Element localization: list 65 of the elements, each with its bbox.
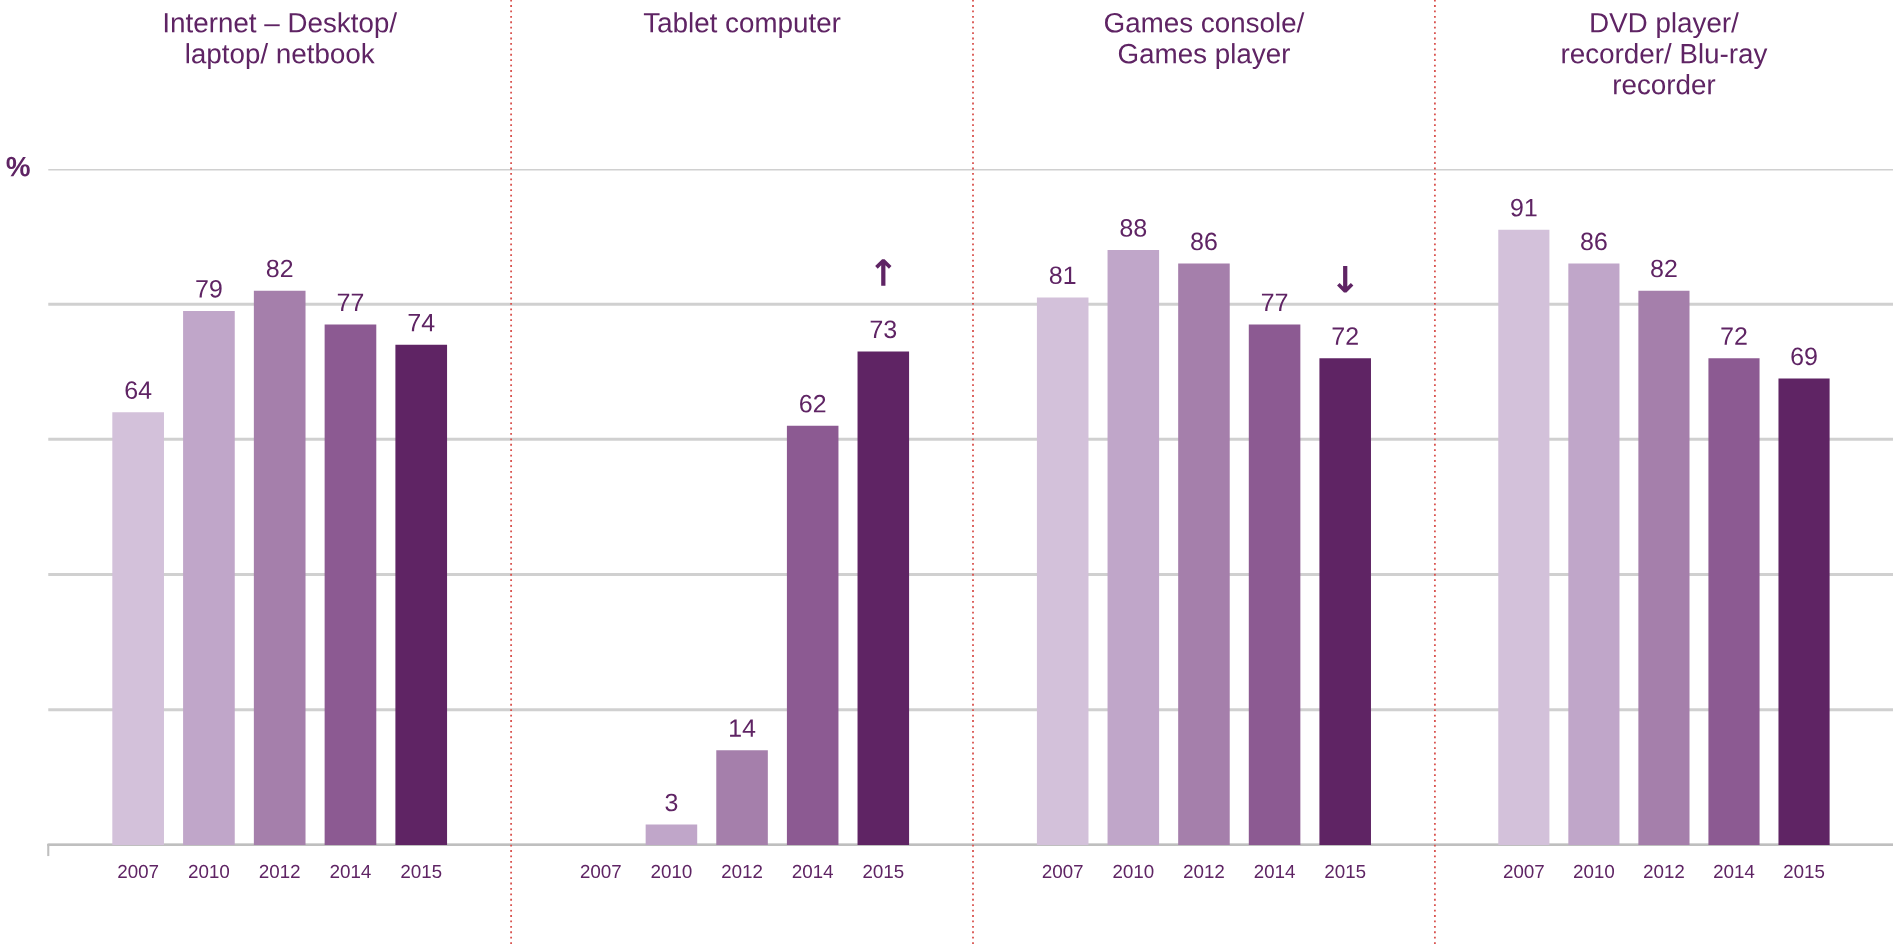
bar xyxy=(1498,229,1550,845)
data-label: 72 xyxy=(1332,327,1358,345)
x-tick-label: 2014 xyxy=(1254,864,1295,879)
data-label: 86 xyxy=(1191,232,1217,251)
x-tick-label: 2012 xyxy=(1184,864,1224,879)
bar xyxy=(112,412,164,845)
x-tick-label: 2015 xyxy=(863,864,904,879)
data-label: 62 xyxy=(800,394,826,413)
bar xyxy=(1107,250,1160,845)
x-tick-label: 2015 xyxy=(1784,864,1825,879)
data-label: 73 xyxy=(870,320,897,339)
x-tick-label: 2007 xyxy=(118,864,159,879)
data-label: 74 xyxy=(408,313,435,332)
bar xyxy=(253,290,306,845)
bar xyxy=(1568,263,1620,845)
bar xyxy=(1178,263,1230,845)
x-tick-label: 2010 xyxy=(651,864,692,879)
data-label: 3 xyxy=(665,793,678,812)
bar xyxy=(395,344,448,845)
x-tick-label: 2014 xyxy=(330,864,371,879)
annotation: ↑ xyxy=(875,259,892,286)
bar xyxy=(324,324,377,845)
data-label: 82 xyxy=(266,259,293,278)
x-tick-label: 2007 xyxy=(580,864,621,879)
bar xyxy=(183,310,235,845)
x-tick-label: 2015 xyxy=(1325,864,1366,879)
data-label: 14 xyxy=(730,719,756,737)
chart-title: DVD player/ recorder/ Blu-ray recorder xyxy=(1562,12,1768,95)
bar xyxy=(1638,290,1690,845)
data-label: 82 xyxy=(1651,259,1677,278)
bar xyxy=(786,425,839,845)
x-tick-label: 2010 xyxy=(189,864,230,879)
data-label: 91 xyxy=(1511,198,1537,217)
chart-title: Tablet computer xyxy=(643,12,841,39)
x-tick-label: 2014 xyxy=(792,864,833,879)
bar xyxy=(857,351,910,845)
y-axis-title: % xyxy=(6,156,30,177)
data-label: 88 xyxy=(1120,219,1147,237)
x-tick-label: 2010 xyxy=(1113,864,1154,879)
x-tick-label: 2015 xyxy=(401,864,442,879)
x-tick-label: 2007 xyxy=(1042,864,1083,879)
data-label: 64 xyxy=(125,381,152,400)
bar xyxy=(1248,324,1301,845)
bar xyxy=(716,750,768,845)
data-label: 77 xyxy=(1261,293,1288,311)
chart-title: Internet – Desktop/ laptop/ netbook xyxy=(164,12,398,69)
bar xyxy=(1036,297,1089,845)
data-label: 81 xyxy=(1049,266,1076,285)
x-tick-label: 2007 xyxy=(1503,864,1544,879)
data-label: 69 xyxy=(1791,347,1817,366)
data-label: 72 xyxy=(1721,327,1747,345)
bar xyxy=(1319,358,1371,845)
annotation: ↓ xyxy=(1337,266,1354,293)
x-tick-label: 2012 xyxy=(722,864,762,879)
bar xyxy=(1708,358,1760,845)
bar xyxy=(1778,378,1830,845)
x-tick-label: 2010 xyxy=(1573,864,1615,879)
x-tick-label: 2012 xyxy=(259,864,300,879)
data-label: 79 xyxy=(196,279,222,298)
data-label: 77 xyxy=(337,293,364,311)
x-tick-label: 2012 xyxy=(1644,864,1684,879)
chart-title: Games console/ Games player xyxy=(1105,12,1305,69)
bar xyxy=(645,824,698,845)
data-label: 86 xyxy=(1581,232,1607,251)
x-tick-label: 2014 xyxy=(1714,864,1755,879)
